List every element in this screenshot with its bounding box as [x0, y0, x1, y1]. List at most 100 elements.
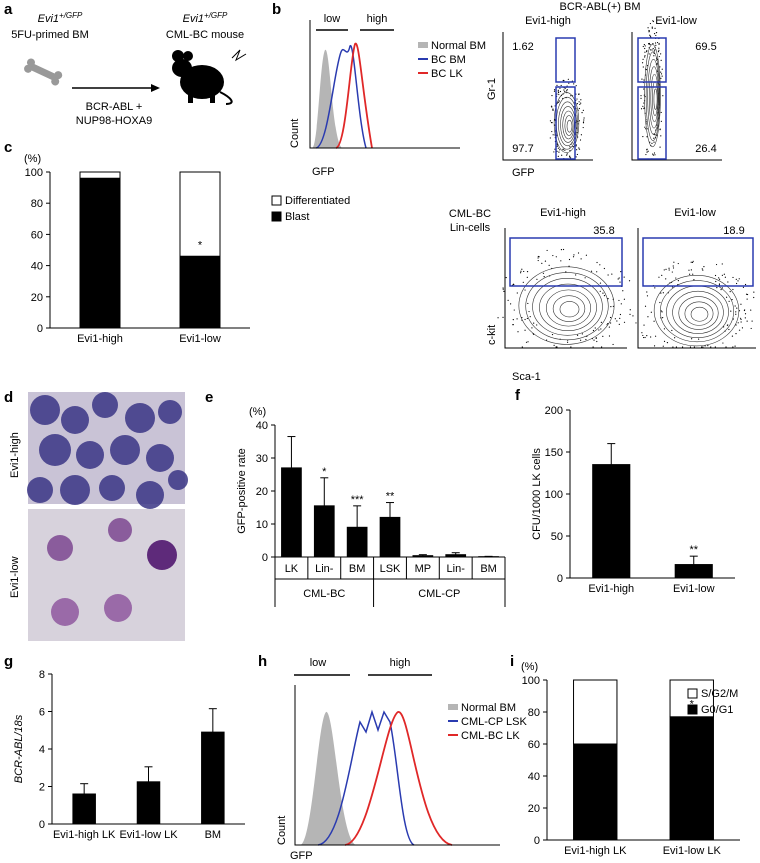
flow-event — [656, 41, 659, 44]
flow-event — [568, 258, 571, 261]
flow-title: Lin-cells — [450, 222, 491, 234]
flow-event — [572, 256, 575, 258]
flow-event — [555, 256, 557, 258]
gate-value: 69.5 — [695, 41, 716, 53]
y-axis-label: GFP-positive rate — [236, 448, 248, 534]
x-tick-label: MP — [415, 563, 432, 575]
flow-event — [732, 276, 734, 279]
flow-event — [599, 282, 602, 284]
x-tick-label: Evi1-high — [588, 583, 635, 595]
flow-event — [562, 248, 565, 251]
flow-event — [582, 126, 584, 129]
x-tick-label: Evi1-low LK — [662, 845, 721, 857]
panel-label: g — [4, 653, 13, 670]
gate-label: high — [390, 657, 411, 669]
flow-event — [551, 130, 553, 133]
flow-event — [552, 109, 554, 112]
flow-event — [659, 146, 661, 148]
flow-event — [528, 310, 530, 313]
flow-event — [672, 346, 674, 348]
flow-event — [569, 146, 571, 148]
legend-label: Blast — [285, 211, 309, 223]
y-tick-label: 20 — [528, 803, 540, 815]
flow-event — [596, 261, 598, 264]
flow-event — [520, 272, 522, 274]
flow-event — [583, 117, 585, 119]
flow-event — [526, 317, 528, 320]
flow-event — [580, 134, 582, 136]
flow-event — [623, 298, 625, 300]
flow-event — [662, 292, 664, 294]
flow-event — [648, 53, 650, 55]
bar — [573, 743, 618, 841]
arrow-label: BCR-ABL + — [86, 101, 143, 113]
flow-event — [649, 22, 651, 25]
flow-event — [658, 55, 660, 58]
gate — [637, 37, 667, 83]
panel-label: a — [4, 1, 13, 18]
flow-event — [666, 342, 669, 344]
bar — [179, 255, 221, 329]
flow-event — [649, 34, 651, 36]
flow-event — [556, 145, 558, 148]
x-label-box: Evi1-low LK — [119, 829, 177, 841]
flow-event — [512, 283, 515, 285]
flow-event — [516, 318, 518, 320]
contour — [690, 306, 709, 322]
histogram-curve — [315, 45, 367, 149]
flow-event — [642, 66, 644, 68]
legend-label: Normal BM — [461, 702, 516, 714]
flow-event — [655, 34, 657, 37]
contour — [645, 51, 661, 141]
legend-label: CML-CP LSK — [461, 716, 527, 728]
arrow-head — [151, 84, 160, 92]
flow-event — [553, 344, 555, 346]
flow-event — [642, 336, 645, 339]
flow-event — [551, 122, 553, 124]
cell — [76, 441, 104, 469]
flow-event — [668, 269, 670, 271]
flow-event — [556, 84, 558, 86]
axis-label: Gr-1 — [486, 78, 498, 100]
flow-event — [741, 327, 744, 329]
axis-label: GFP — [312, 166, 335, 178]
flow-event — [557, 89, 559, 91]
flow-event — [616, 320, 618, 322]
flow-event — [660, 120, 662, 122]
y-tick-label: 80 — [31, 198, 43, 210]
flow-event — [568, 265, 570, 267]
y-tick-label: 0 — [557, 573, 563, 585]
flow-event — [690, 261, 692, 263]
flow-event — [527, 302, 529, 305]
axis — [309, 20, 460, 149]
image-label: Evi1-high — [9, 432, 21, 478]
y-tick-label: 0 — [534, 835, 540, 847]
flow-event — [663, 269, 665, 271]
gate — [555, 86, 576, 160]
flow-axis — [504, 228, 627, 349]
flow-event — [688, 269, 690, 271]
flow-event — [564, 90, 566, 93]
flow-event — [668, 267, 670, 269]
contour — [559, 301, 580, 318]
flow-axis — [502, 32, 593, 161]
gate-label: low — [310, 657, 327, 669]
flow-event — [663, 340, 666, 342]
flow-column: Evi1-high — [540, 207, 586, 219]
flow-event — [568, 82, 570, 84]
flow-event — [652, 153, 654, 155]
genotype: Evi1+/GFP — [183, 11, 228, 25]
flow-event — [560, 260, 562, 262]
cell — [39, 434, 71, 466]
flow-event — [575, 144, 577, 146]
x-label-box: Evi1-high LK — [53, 829, 115, 841]
contour — [539, 283, 597, 331]
image-label: Evi1-low — [9, 556, 21, 598]
flow-event — [531, 327, 533, 329]
flow-event — [619, 317, 621, 320]
flow-event — [652, 20, 654, 22]
panel-label: e — [205, 389, 213, 406]
gate — [555, 37, 576, 83]
flow-event — [553, 89, 556, 91]
flow-event — [660, 292, 662, 294]
